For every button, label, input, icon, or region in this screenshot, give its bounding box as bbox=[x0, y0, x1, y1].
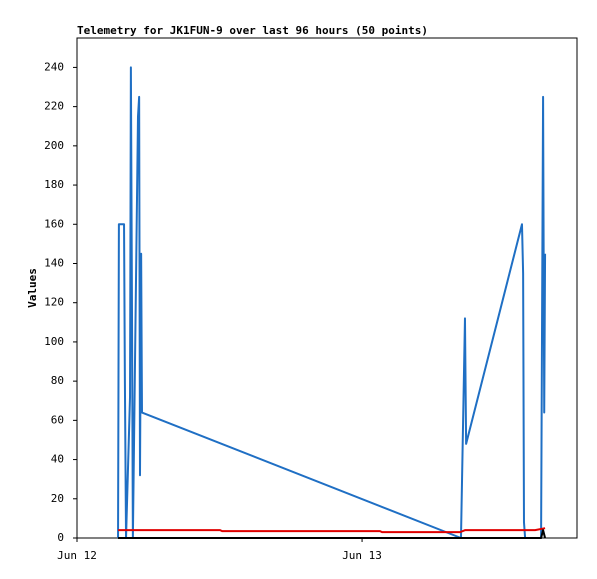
y-tick-label: 240 bbox=[44, 60, 64, 73]
y-axis-label: Values bbox=[26, 268, 39, 308]
x-tick-label: Jun 12 bbox=[57, 549, 97, 562]
data-line bbox=[117, 66, 547, 539]
y-tick-label: 180 bbox=[44, 178, 64, 191]
plot-frame bbox=[76, 37, 578, 539]
y-tick-label: 100 bbox=[44, 335, 64, 348]
chart-title: Telemetry for JK1FUN-9 over last 96 hour… bbox=[77, 24, 428, 37]
y-tick-label: 80 bbox=[51, 374, 64, 387]
y-tick-label: 0 bbox=[57, 531, 64, 544]
y-tick-label: 20 bbox=[51, 492, 64, 505]
x-tick-label: Jun 13 bbox=[342, 549, 382, 562]
y-tick-label: 40 bbox=[51, 453, 64, 466]
data-line bbox=[118, 529, 547, 539]
y-tick-label: 60 bbox=[51, 413, 64, 426]
y-tick-label: 200 bbox=[44, 139, 64, 152]
y-tick-label: 120 bbox=[44, 296, 64, 309]
y-tick-label: 220 bbox=[44, 100, 64, 113]
y-tick-label: 140 bbox=[44, 256, 64, 269]
y-tick-label: 160 bbox=[44, 217, 64, 230]
data-line bbox=[118, 527, 546, 534]
